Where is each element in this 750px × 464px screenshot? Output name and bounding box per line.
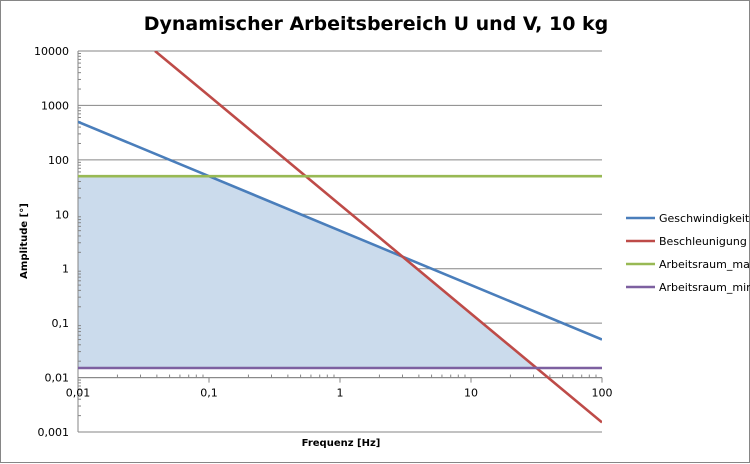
legend-label: Arbeitsraum_min bbox=[659, 281, 750, 294]
x-tick-label: 0,01 bbox=[66, 387, 91, 400]
y-tick-label: 10 bbox=[55, 208, 69, 221]
legend-label: Arbeitsraum_max bbox=[659, 258, 750, 271]
legend-label: Geschwindigkeit bbox=[659, 212, 750, 225]
y-tick-label: 10000 bbox=[34, 45, 69, 58]
x-tick-label: 100 bbox=[592, 387, 613, 400]
y-tick-label: 1000 bbox=[41, 99, 69, 112]
x-tick-label: 1 bbox=[337, 387, 344, 400]
chart-title: Dynamischer Arbeitsbereich U und V, 10 k… bbox=[144, 13, 609, 35]
y-tick-label: 1 bbox=[62, 263, 69, 276]
legend: Geschwindigkeit Beschleunigung Arbeitsraum… bbox=[626, 212, 750, 294]
y-axis-label: Amplitude [°] bbox=[19, 203, 30, 279]
x-tick-label: 0,1 bbox=[200, 387, 218, 400]
y-tick-label: 0,1 bbox=[52, 317, 70, 330]
series-line-geschwindigkeit bbox=[78, 120, 602, 341]
series-line-beschleunigung bbox=[154, 51, 602, 424]
y-tick-label: 100 bbox=[48, 154, 69, 167]
y-tick-label: 0,01 bbox=[45, 372, 70, 385]
x-tick-label: 10 bbox=[464, 387, 478, 400]
y-tick-label: 0,001 bbox=[38, 426, 70, 439]
x-axis-label: Frequenz [Hz] bbox=[302, 438, 381, 449]
legend-label: Beschleunigung bbox=[659, 235, 747, 248]
working-area-shading bbox=[78, 176, 537, 368]
